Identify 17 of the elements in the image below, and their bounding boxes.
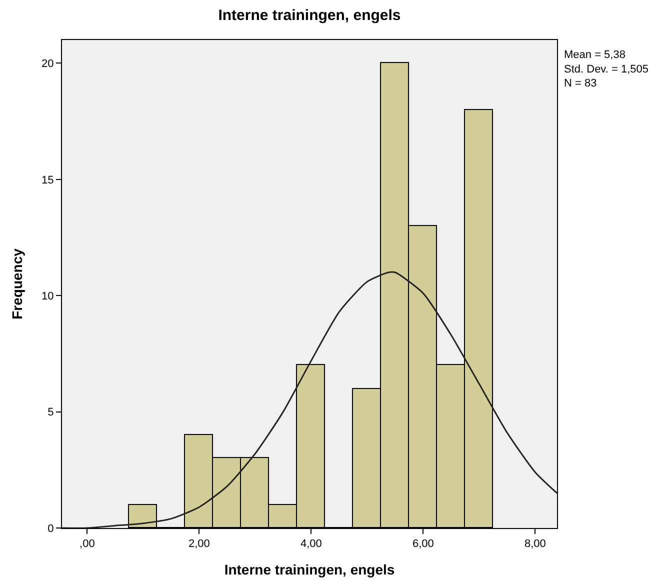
y-tick-label: 5 [48, 406, 54, 419]
x-tick-label: 2,00 [188, 538, 210, 550]
text: Mean = 5,38 [564, 49, 626, 61]
x-axis-title: Interne trainingen, engels [224, 562, 395, 578]
x-tick-label: 6,00 [412, 538, 434, 550]
line-series [62, 272, 557, 528]
x-tick-label: ,00 [80, 538, 95, 550]
text: N = 83 [564, 78, 597, 90]
y-tick-label: 20 [42, 58, 54, 70]
x-tick-label: 4,00 [300, 538, 322, 550]
y-axis-title: Frequency [9, 248, 26, 320]
y-tick-label: 15 [42, 174, 54, 186]
y-tick-label: 10 [42, 290, 54, 302]
x-tick-label: 8,00 [524, 538, 546, 550]
text: Std. Dev. = 1,505 [564, 63, 648, 76]
y-tick-label: 0 [48, 522, 54, 535]
chart-title: Interne trainingen, engels [218, 6, 401, 24]
